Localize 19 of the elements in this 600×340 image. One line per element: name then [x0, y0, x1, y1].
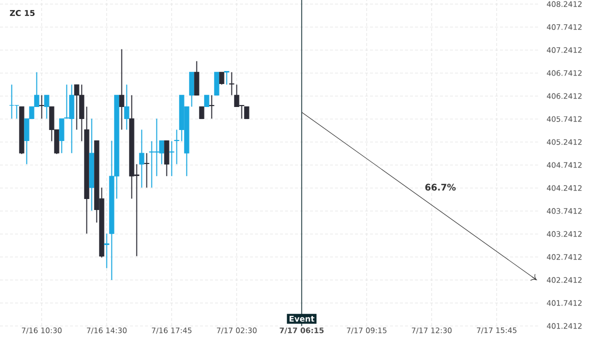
candlestick [229, 72, 234, 96]
candlestick [44, 94, 50, 120]
candlestick [164, 140, 170, 177]
candlestick [39, 94, 44, 120]
candlestick [224, 70, 230, 86]
candlestick [119, 48, 124, 130]
candlestick [144, 152, 150, 188]
candlestick [194, 60, 200, 96]
candlestick [124, 84, 130, 130]
candlestick [189, 72, 194, 108]
candlestick [209, 94, 214, 120]
candlestick [139, 129, 144, 188]
ref-line-label: Event [290, 316, 314, 322]
candlestick [219, 72, 224, 86]
candlestick [199, 106, 204, 119]
annotation: 66.7% [425, 184, 456, 191]
text: ZC 15 [10, 10, 35, 16]
candlestick [204, 94, 210, 107]
candlestick [214, 72, 220, 96]
